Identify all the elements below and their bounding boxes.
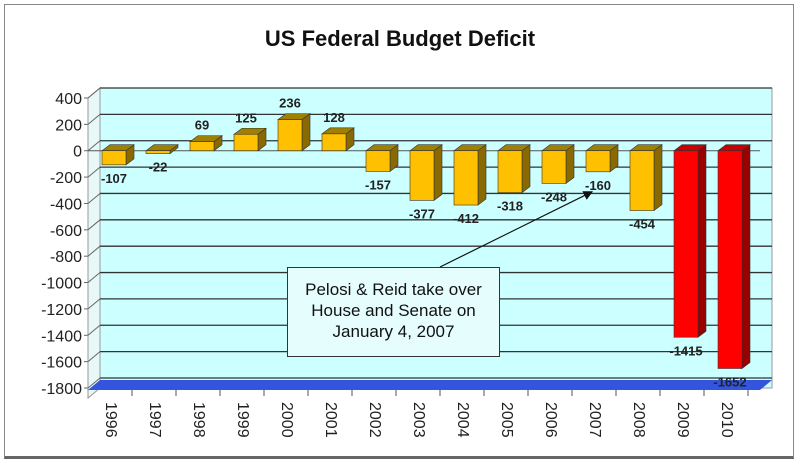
bar-2003	[409, 150, 435, 201]
y-tick-label: 200	[55, 117, 82, 134]
bar-1996	[101, 150, 127, 166]
bar-side	[477, 144, 487, 206]
gridline-side	[87, 193, 101, 204]
annotation-line-3: January 4, 2007	[332, 322, 455, 341]
y-tick-label: -1800	[41, 381, 82, 398]
x-tick-label: 2004	[454, 402, 471, 438]
bar-2009	[673, 150, 699, 338]
data-label: 128	[323, 110, 345, 125]
x-tick-label: 2002	[366, 402, 383, 438]
gridline-side	[87, 219, 101, 231]
bar-side	[521, 144, 531, 194]
x-tick-label: 2008	[630, 402, 647, 438]
annotation-box: Pelosi & Reid take over House and Senate…	[287, 267, 500, 357]
bar-side	[565, 144, 575, 185]
bar-1998	[189, 141, 215, 152]
data-label: -248	[541, 189, 567, 204]
x-tick-label: 2010	[718, 402, 735, 438]
gridline-side	[87, 245, 101, 257]
bar-1999	[233, 133, 259, 152]
y-tick-label: -200	[50, 170, 82, 187]
data-label: -157	[365, 177, 391, 192]
data-label: 69	[195, 118, 209, 133]
data-label: -1652	[713, 374, 746, 389]
bar-1997	[145, 150, 171, 154]
bar-2001	[321, 133, 347, 152]
chart-frame	[4, 4, 794, 459]
x-tick-label: 2005	[498, 402, 515, 438]
y-tick-label: -400	[50, 196, 82, 213]
y-tick-label: -1200	[41, 302, 82, 319]
y-tick-label: 400	[55, 91, 82, 108]
x-tick-label: 2001	[322, 402, 339, 438]
gridline-side	[87, 298, 101, 310]
bar-2007	[585, 150, 611, 173]
y-tick-label: -1600	[41, 355, 82, 372]
annotation-arrow	[439, 191, 594, 268]
bar-2008	[629, 150, 655, 211]
bar-side	[653, 144, 663, 212]
bar-2010	[717, 150, 743, 369]
bar-side	[301, 113, 311, 152]
x-tick-label: 2006	[542, 402, 559, 438]
bar-2000	[277, 119, 303, 152]
gridline-side	[87, 166, 101, 178]
gridline-side	[87, 377, 101, 389]
data-label: -1415	[669, 343, 702, 358]
bar-2006	[541, 150, 567, 184]
x-tick-label: 1999	[234, 402, 251, 438]
gridline-side	[87, 87, 101, 99]
bar-side	[741, 144, 751, 370]
annotation-line-2: House and Senate on	[311, 301, 476, 320]
data-label: -22	[149, 160, 168, 175]
side-wall	[87, 86, 101, 400]
bar-2002	[365, 150, 391, 172]
y-tick-label: -600	[50, 223, 82, 240]
y-tick-label: -800	[50, 249, 82, 266]
chart-title: US Federal Budget Deficit	[265, 26, 536, 51]
x-tick-label: 1998	[190, 402, 207, 438]
data-label: -412	[453, 211, 479, 226]
gridline-side	[87, 113, 101, 125]
gridline-side	[87, 140, 101, 152]
y-tick-label: 0	[73, 144, 82, 161]
bar-side	[697, 144, 707, 338]
bar-2005	[497, 150, 523, 193]
x-tick-label: 2003	[410, 402, 427, 438]
bar-side	[433, 144, 443, 202]
data-label: 125	[235, 110, 257, 125]
data-label: -160	[585, 178, 611, 193]
x-tick-label: 2000	[278, 402, 295, 438]
x-tick-label: 1997	[146, 402, 163, 438]
gridline-side	[87, 324, 101, 336]
data-label: -377	[409, 206, 435, 221]
gridline-side	[87, 351, 101, 363]
x-tick-label: 1996	[102, 402, 119, 438]
floor	[88, 380, 772, 390]
annotation-line-1: Pelosi & Reid take over	[305, 280, 482, 299]
x-tick-label: 2007	[586, 402, 603, 438]
data-label: -107	[101, 171, 127, 186]
gridline-side	[87, 272, 101, 283]
x-tick-label: 2009	[674, 402, 691, 438]
y-tick-label: -1400	[41, 328, 82, 345]
y-tick-label: -1000	[41, 276, 82, 293]
bar-2004	[453, 150, 479, 206]
data-label: -318	[497, 199, 523, 214]
data-label: 236	[279, 96, 301, 111]
data-label: -454	[629, 217, 656, 232]
